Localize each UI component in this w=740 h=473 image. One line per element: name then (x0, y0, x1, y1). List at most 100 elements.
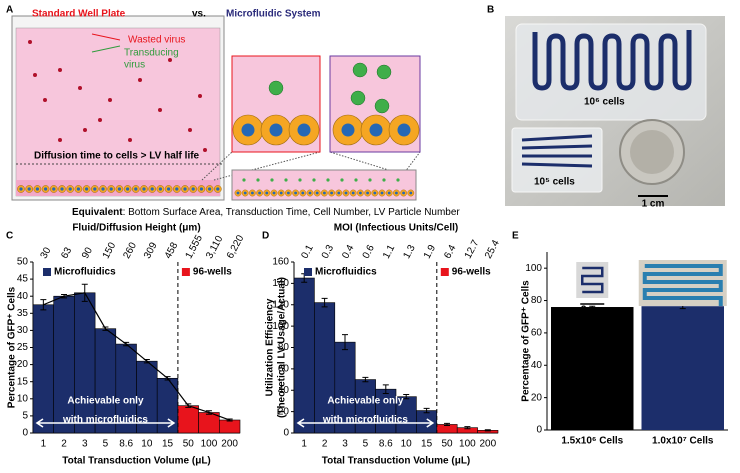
nucleus (337, 191, 341, 195)
trend-line (43, 292, 230, 421)
error-bar (362, 376, 369, 383)
legend-label: 96-wells (452, 267, 491, 278)
error-bar (321, 297, 328, 308)
legend-transducing: Transducing (124, 48, 179, 59)
x-axis-label: Total Transduction Volume (μL) (62, 456, 211, 467)
nucleus (272, 191, 276, 195)
top-tick-label: 6.4 (442, 243, 458, 261)
virus (256, 178, 260, 182)
top-tick-label: 3,110 (204, 234, 225, 261)
axis-title-top: MOI (Infectious Units/Cell) (334, 223, 458, 234)
nucleus (366, 191, 369, 195)
equivalent: Equivalent: Bottom Surface Area, Transdu… (72, 207, 460, 218)
bar (32, 304, 55, 434)
nucleus (287, 191, 290, 195)
nucleus (109, 187, 113, 191)
channel-cells (234, 178, 415, 197)
small-chip (511, 127, 603, 193)
error-bar (444, 422, 450, 427)
top-tick-label: 0.3 (320, 243, 336, 261)
panel-letter: B (487, 5, 494, 16)
virus (198, 94, 202, 98)
y-tick-label: 120 (272, 299, 289, 310)
x-tick-label: 1 (301, 439, 307, 450)
nucleus (323, 191, 326, 195)
x-tick-label: 3 (342, 439, 348, 450)
virus (340, 178, 344, 182)
virus (368, 178, 372, 182)
y-tick-label: 5 (22, 411, 28, 422)
error-bar (423, 407, 430, 414)
y-tick-label: 20 (278, 406, 290, 417)
y-tick-label: 15 (17, 376, 29, 387)
annotation: Achievable only (67, 396, 144, 407)
nucleus (359, 191, 362, 195)
nucleus (52, 187, 56, 191)
nucleus (183, 187, 187, 191)
top-tick-label: 0.1 (299, 243, 315, 261)
y-axis-label: (Theoretical LV Usage/Actual) (277, 277, 288, 418)
annotation-arrow (35, 418, 176, 428)
nucleus (68, 187, 72, 191)
virus (396, 178, 400, 182)
virus (203, 148, 207, 152)
nucleus (301, 191, 305, 195)
bar (551, 307, 634, 430)
nucleus (265, 191, 269, 195)
virus (98, 118, 102, 122)
virus (284, 178, 288, 182)
virus (138, 78, 142, 82)
top-tick-label: 90 (80, 245, 95, 260)
equivalent-text: : Bottom Surface Area, Transduction Time… (123, 207, 461, 218)
y-tick-label: 50 (17, 257, 29, 268)
legend-transducing: virus (124, 60, 145, 71)
top-tick-label: 309 (142, 240, 160, 260)
nucleus (236, 191, 240, 195)
nucleus (330, 191, 333, 195)
arrow (91, 33, 121, 41)
nucleus (142, 187, 146, 191)
nucleus (199, 187, 203, 191)
x-tick-label: 100 (201, 439, 218, 450)
virus (326, 178, 330, 182)
nucleus (126, 187, 130, 191)
legend-swatch (43, 268, 51, 276)
y-tick-label: 80 (278, 342, 290, 353)
y-axis-label: Percentage of GFP⁺ Cells (7, 286, 18, 408)
x-tick-label: 3 (82, 439, 88, 450)
equivalent-label: Equivalent (72, 207, 123, 218)
error-bar (484, 429, 491, 432)
x-tick-label: 5 (363, 439, 369, 450)
top-tick-label: 12.7 (463, 238, 482, 261)
annotation: Achievable only (327, 396, 404, 407)
x-tick-label: 200 (221, 439, 238, 450)
x-tick-label: 8.6 (379, 439, 393, 450)
top-tick-label: 30 (39, 245, 54, 260)
bar (314, 302, 336, 434)
x-tick-label: 10 (141, 439, 153, 450)
y-tick-label: 40 (531, 360, 543, 371)
virus (242, 178, 246, 182)
serpentine (532, 30, 692, 91)
bar (293, 277, 315, 434)
error-bar (382, 384, 389, 394)
nucleus (19, 187, 23, 191)
channel-line (521, 134, 593, 142)
top-tick-label: 25.4 (483, 238, 502, 261)
error-bar (403, 394, 410, 400)
nucleus (117, 187, 121, 191)
panel-letter: A (6, 5, 13, 16)
x-tick-label: 1.0x10⁷ Cells (652, 436, 714, 447)
virus-dots (28, 40, 207, 152)
legend-label: 96-wells (193, 267, 232, 278)
nucleus (191, 187, 195, 191)
y-tick-label: 0 (22, 428, 28, 439)
zoom-line (404, 151, 421, 173)
nucleus (251, 191, 254, 195)
nucleus (315, 191, 319, 195)
virus (188, 128, 192, 132)
top-tick-label: 1,555 (184, 233, 206, 261)
virus (28, 40, 32, 44)
virus (354, 178, 358, 182)
virus (78, 86, 82, 90)
